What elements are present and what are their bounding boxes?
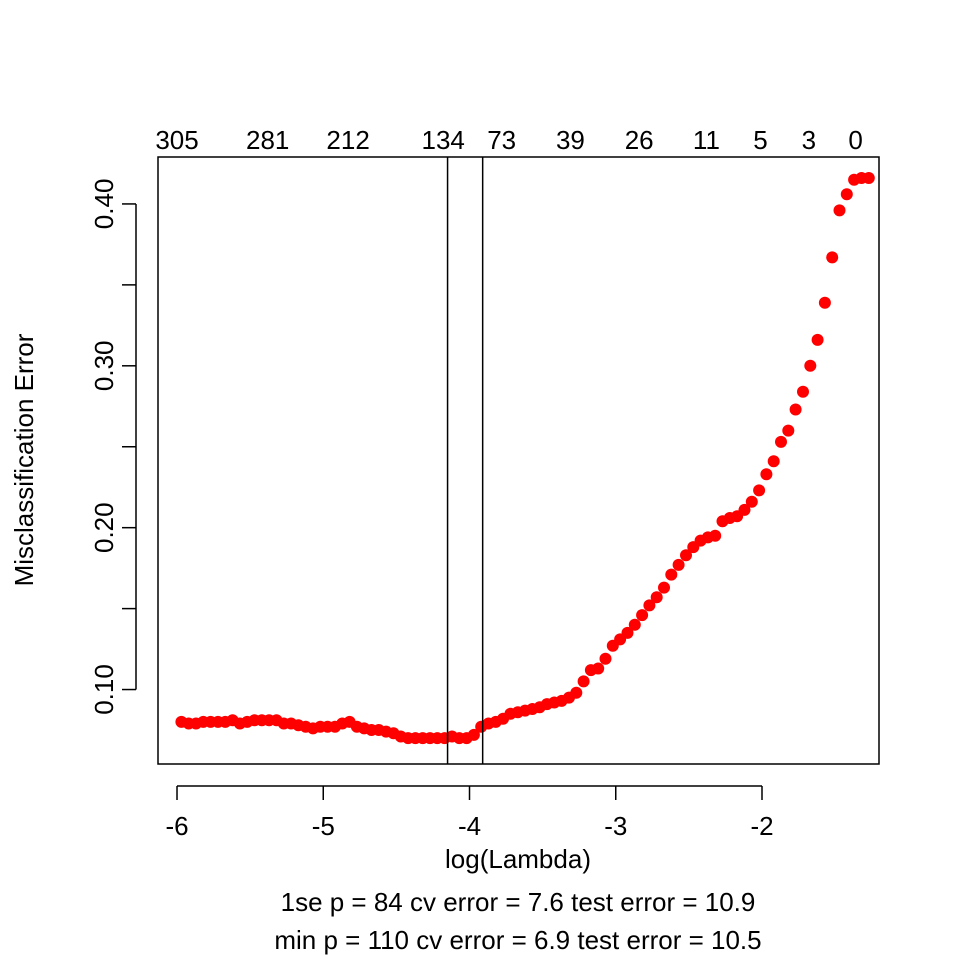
top-tick-label: 281: [246, 125, 289, 155]
data-point: [665, 568, 678, 581]
data-point: [738, 503, 751, 516]
data-point: [467, 728, 480, 741]
data-point: [709, 529, 722, 542]
data-point: [745, 495, 758, 508]
x-axis: -6 -5 -4 -3 -2: [165, 785, 774, 841]
data-point: [840, 188, 853, 201]
data-point: [797, 385, 809, 398]
x-tick-label: -4: [458, 811, 481, 841]
y-axis: 0.10 0.20 0.30 0.40: [89, 179, 137, 715]
data-point: [833, 204, 846, 217]
top-tick-label: 0: [848, 125, 862, 155]
top-tick-label: 11: [693, 125, 720, 155]
data-point: [811, 333, 824, 346]
x-axis-title: log(Lambda): [445, 844, 591, 874]
y-tick-label: 0.40: [89, 179, 119, 230]
x-tick-label: -3: [604, 811, 627, 841]
top-tick-label: 134: [421, 125, 464, 155]
y-axis-title: Misclassification Error: [9, 333, 39, 586]
data-point: [862, 172, 875, 184]
data-point: [577, 675, 590, 688]
top-axis-nonzero-counts: 305 281 212 134 73 39 26 11 5 3 0: [155, 125, 863, 155]
data-point: [767, 455, 780, 468]
data-point: [621, 626, 634, 639]
subtitle-line-1se: 1se p = 84 cv error = 7.6 test error = 1…: [281, 887, 756, 917]
plot-marks: [175, 157, 875, 764]
subtitle-line-min: min p = 110 cv error = 6.9 test error = …: [274, 925, 761, 955]
y-tick-label: 0.30: [89, 340, 119, 391]
data-point: [818, 296, 831, 309]
data-point: [628, 618, 641, 631]
data-point: [826, 251, 839, 264]
y-tick-label: 0.10: [89, 664, 119, 715]
data-point: [782, 424, 795, 437]
data-point: [753, 484, 766, 497]
top-tick-label: 39: [556, 125, 585, 155]
top-tick-label: 305: [155, 125, 198, 155]
data-point: [680, 549, 692, 562]
data-point: [804, 359, 817, 372]
y-tick-label: 0.20: [89, 502, 119, 553]
top-tick-label: 3: [802, 125, 816, 155]
data-point: [650, 591, 663, 604]
x-tick-label: -5: [312, 811, 335, 841]
top-tick-label: 5: [753, 125, 767, 155]
data-point: [658, 581, 670, 594]
top-tick-label: 73: [487, 125, 516, 155]
plot-frame: [157, 156, 880, 765]
data-point: [592, 662, 605, 675]
data-point: [636, 609, 649, 622]
data-point: [760, 468, 773, 481]
data-point: [789, 403, 802, 416]
top-tick-label: 26: [625, 125, 654, 155]
x-tick-label: -6: [165, 811, 188, 841]
data-point: [570, 686, 583, 699]
data-point: [643, 599, 656, 612]
x-tick-label: -2: [750, 811, 773, 841]
top-tick-label: 212: [326, 125, 369, 155]
data-point: [775, 435, 787, 448]
data-point: [599, 652, 612, 665]
data-point: [672, 558, 685, 571]
